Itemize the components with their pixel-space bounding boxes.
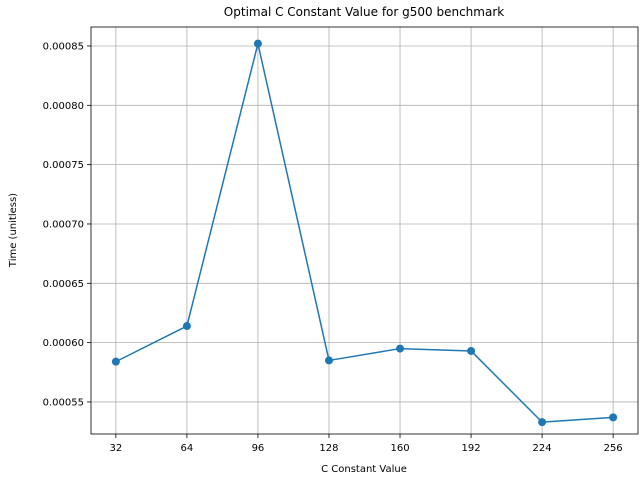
data-point-marker [182, 322, 191, 331]
data-point-marker [609, 413, 618, 422]
y-tick-label: 0.00085 [43, 41, 84, 52]
axis-ticks: 32 64 96 128 160 192 224 256 0.00055 0.00060 0.000… [43, 41, 623, 454]
x-axis-label: C Constant Value [321, 464, 407, 475]
data-point-marker [253, 39, 262, 48]
data-point-marker [467, 346, 476, 355]
x-tick-label: 192 [462, 443, 481, 454]
x-tick-label: 96 [252, 443, 265, 454]
x-tick-label: 32 [109, 443, 122, 454]
grid-lines [91, 27, 638, 434]
y-tick-label: 0.00060 [43, 338, 84, 349]
x-tick-label: 224 [533, 443, 552, 454]
y-tick-label: 0.00055 [43, 397, 84, 408]
plot-frame [90, 26, 639, 435]
y-tick-label: 0.00065 [43, 279, 84, 290]
x-tick-label: 128 [319, 443, 338, 454]
chart-title: Optimal C Constant Value for g500 benchm… [224, 5, 504, 19]
x-tick-label: 256 [604, 443, 623, 454]
data-point-marker [111, 357, 120, 366]
y-axis-label: Time (unitless) [8, 193, 19, 268]
x-tick-label: 64 [181, 443, 194, 454]
data-series [111, 39, 618, 427]
data-point-marker [538, 418, 547, 427]
y-tick-label: 0.00080 [43, 101, 84, 112]
x-tick-label: 160 [390, 443, 409, 454]
y-tick-label: 0.00075 [43, 160, 84, 171]
y-tick-label: 0.00070 [43, 219, 84, 230]
series-line [115, 42, 614, 423]
data-point-marker [324, 356, 333, 365]
data-point-marker [396, 344, 405, 353]
